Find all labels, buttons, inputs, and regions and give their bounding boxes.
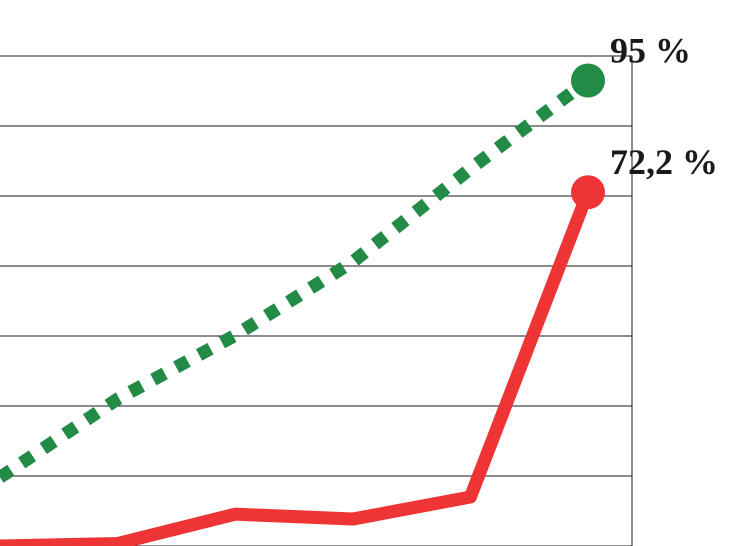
plot-area xyxy=(0,63,605,546)
green-end-marker xyxy=(571,63,605,98)
red-series-line xyxy=(0,189,595,546)
red-end-label: 72,2 % xyxy=(610,142,718,182)
red-end-marker xyxy=(571,175,605,210)
gridlines xyxy=(0,55,633,546)
end-labels: 95 % 72,2 % xyxy=(610,31,718,183)
green-series-line xyxy=(0,75,592,483)
green-end-label: 95 % xyxy=(610,31,691,71)
